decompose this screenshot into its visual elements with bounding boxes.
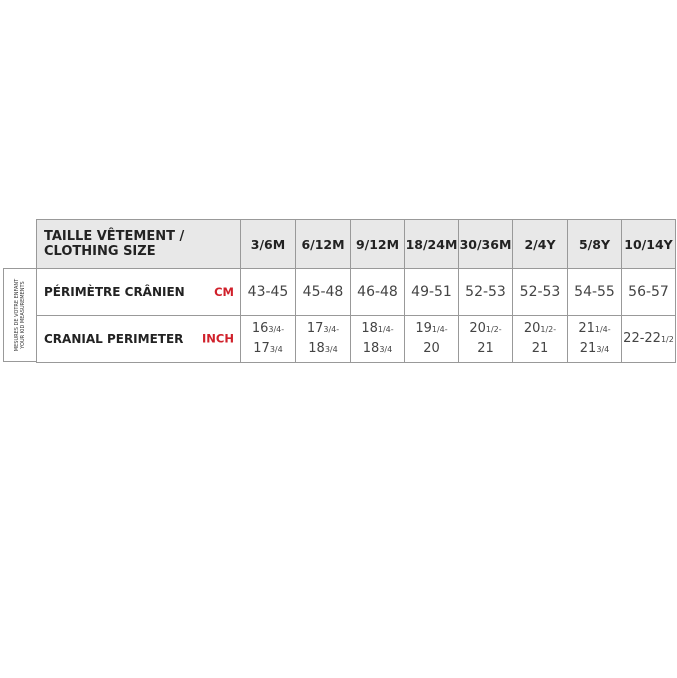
cell: 181/4- 183/4 bbox=[350, 315, 405, 363]
cell: 163/4- 173/4 bbox=[240, 315, 296, 363]
side-label-en: YOUR KID MEASUREMENTS bbox=[20, 281, 26, 349]
cell: 46-48 bbox=[350, 268, 405, 316]
size-header: 5/8Y bbox=[567, 219, 622, 269]
cell: 191/4- 20 bbox=[404, 315, 459, 363]
inch-row: CRANIAL PERIMETER INCH 163/4- 173/4 173/4- 1… bbox=[36, 315, 676, 363]
cm-row: PÉRIMÈTRE CRÂNIEN CM 43-45 45-48 46-48 49… bbox=[36, 268, 676, 316]
size-header: 3/6M bbox=[240, 219, 296, 269]
unit-label: CM bbox=[214, 285, 234, 299]
side-label: MESURES DE VOTRE ENFANT YOUR KID MEASUREM… bbox=[3, 268, 36, 362]
unit-label: INCH bbox=[202, 331, 234, 346]
cell: 45-48 bbox=[295, 268, 351, 316]
cell: 201/2- 21 bbox=[458, 315, 513, 363]
cell: 22-221/2 bbox=[621, 315, 676, 363]
cell: 201/2- 21 bbox=[512, 315, 568, 363]
cell: 211/4- 213/4 bbox=[567, 315, 622, 363]
size-header: 10/14Y bbox=[621, 219, 676, 269]
cell: 49-51 bbox=[404, 268, 459, 316]
cell: 54-55 bbox=[567, 268, 622, 316]
cell: 52-53 bbox=[512, 268, 568, 316]
row-label: CRANIAL PERIMETER INCH bbox=[36, 315, 241, 363]
header-label: TAILLE VÊTEMENT / CLOTHING SIZE bbox=[36, 219, 241, 269]
size-header: 30/36M bbox=[458, 219, 513, 269]
size-header: 6/12M bbox=[295, 219, 351, 269]
header-row: TAILLE VÊTEMENT / CLOTHING SIZE 3/6M 6/12… bbox=[36, 219, 676, 269]
cell: 52-53 bbox=[458, 268, 513, 316]
cell: 173/4- 183/4 bbox=[295, 315, 351, 363]
cell: 43-45 bbox=[240, 268, 296, 316]
size-chart-table: TAILLE VÊTEMENT / CLOTHING SIZE 3/6M 6/12… bbox=[36, 219, 676, 363]
row-label: PÉRIMÈTRE CRÂNIEN CM bbox=[36, 268, 241, 316]
size-header: 9/12M bbox=[350, 219, 405, 269]
size-header: 2/4Y bbox=[512, 219, 568, 269]
size-header: 18/24M bbox=[404, 219, 459, 269]
cell: 56-57 bbox=[621, 268, 676, 316]
